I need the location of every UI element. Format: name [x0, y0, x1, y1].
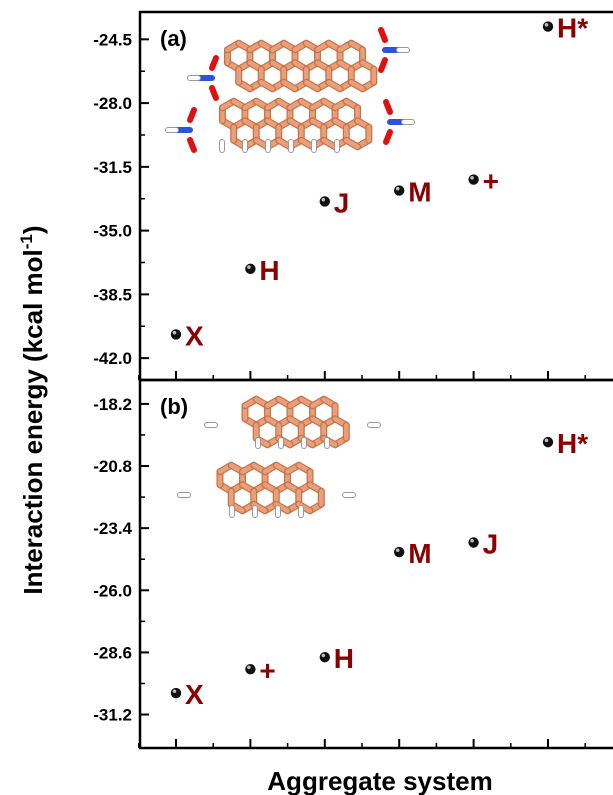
data-point-highlight [321, 197, 326, 202]
data-point [468, 537, 479, 548]
data-point [394, 546, 405, 558]
data-point-highlight [544, 438, 549, 443]
data-point-label: H* [557, 13, 588, 44]
data-point [394, 185, 405, 196]
data-point-highlight [544, 22, 549, 27]
data-point [468, 174, 479, 185]
panel-label: (a) [160, 26, 187, 51]
oxygen-atom [378, 27, 388, 43]
data-point-highlight [247, 265, 251, 269]
data-point-highlight [172, 689, 177, 694]
data-point-label: H [259, 255, 279, 286]
y-axis-title: Interaction energy (kcal mol-1) [17, 225, 48, 594]
data-point-label: X [185, 679, 204, 710]
data-point-label: M [408, 177, 431, 208]
data-point-highlight [395, 548, 400, 553]
y-tick-label: -20.8 [93, 457, 132, 476]
data-point-label: + [483, 166, 499, 197]
oxygen-atom [209, 85, 219, 101]
data-point [245, 663, 256, 675]
y-tick-label: -26.0 [93, 581, 132, 600]
data-point [542, 21, 554, 32]
oxygen-atom [383, 129, 393, 145]
plot-frame [138, 378, 613, 750]
oxygen-atom [378, 57, 388, 73]
y-tick-label: -35.0 [93, 222, 132, 241]
data-point-label: J [334, 187, 350, 218]
oxygen-atom [187, 137, 197, 153]
molecule-bonds [218, 97, 373, 151]
x-axis-title: Aggregate system [267, 766, 492, 795]
y-tick-label: -38.5 [93, 285, 132, 304]
y-tick-label: -28.6 [93, 643, 132, 662]
y-tick-label: -24.5 [93, 30, 132, 49]
data-point [245, 263, 256, 275]
y-tick-label: -31.5 [93, 158, 132, 177]
data-point [319, 196, 330, 207]
data-point-label: J [483, 528, 499, 559]
data-point-label: M [408, 538, 431, 569]
y-tick-label: -18.2 [93, 395, 132, 414]
data-point-highlight [321, 653, 326, 658]
molecule-bonds [216, 461, 325, 515]
data-point-highlight [395, 186, 400, 191]
data-point [170, 329, 182, 340]
y-tick-label: -31.2 [93, 706, 132, 725]
y-tick-label: -42.0 [93, 349, 132, 368]
y-tick-label: -23.4 [93, 519, 132, 538]
oxygen-atom [209, 55, 219, 71]
data-point-highlight [470, 176, 474, 180]
data-point-label: H* [557, 428, 588, 459]
data-point [170, 687, 182, 699]
data-point-highlight [247, 665, 251, 670]
data-point-highlight [470, 538, 474, 543]
data-point [542, 436, 554, 448]
data-point-label: H [334, 643, 354, 674]
data-point [319, 651, 330, 663]
perylene-dimer-molecule-illustration [177, 395, 381, 518]
data-point-label: X [185, 320, 204, 351]
pdi-dimer-molecule-illustration [165, 27, 415, 153]
y-tick-label: -28.0 [93, 94, 132, 113]
data-point-highlight [172, 330, 177, 335]
oxygen-atom [383, 99, 393, 115]
panel-a: -24.5 -28.0 -31.5 -35.0 -38.5 -42.0 (a) X H J M + H* [93, 10, 613, 382]
data-point-label: + [259, 655, 275, 686]
panel-b: -18.2 -20.8 -23.4 -26.0 -28.6 -31.2 (b) X + H M J H* [93, 378, 613, 750]
panel-label: (b) [160, 394, 188, 419]
oxygen-atom [187, 107, 197, 123]
molecule-bonds [241, 395, 350, 449]
molecule-bonds [223, 39, 378, 93]
